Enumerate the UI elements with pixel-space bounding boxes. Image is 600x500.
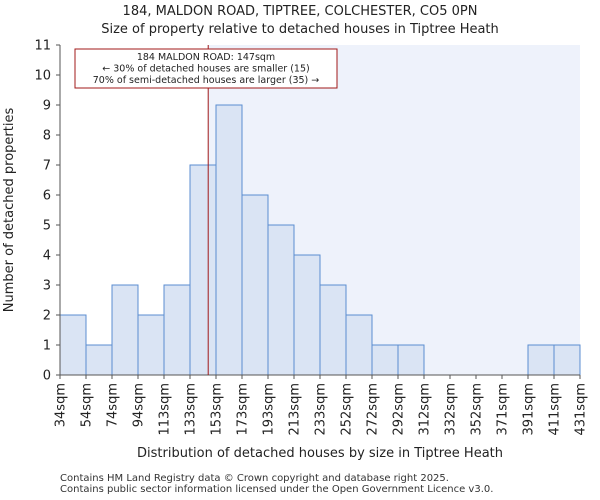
y-tick-label: 4	[43, 249, 51, 264]
chart-title-address: 184, MALDON ROAD, TIPTREE, COLCHESTER, C…	[122, 4, 478, 19]
y-axis-title: Number of detached properties	[2, 108, 17, 313]
histogram-bar	[267, 224, 295, 376]
x-tick-label: 173sqm	[236, 383, 251, 436]
x-tick-label: 371sqm	[496, 383, 511, 436]
x-tick-label: 411sqm	[548, 383, 563, 436]
x-tick-label: 54sqm	[80, 383, 95, 427]
histogram-bar	[163, 284, 191, 376]
x-tick-label: 213sqm	[288, 383, 303, 436]
histogram-bar	[241, 194, 269, 376]
x-tick-label: 391sqm	[522, 383, 537, 436]
histogram-bar	[293, 254, 321, 376]
x-tick-label: 292sqm	[392, 383, 407, 436]
x-tick-label: 272sqm	[366, 383, 381, 436]
x-tick-label: 153sqm	[210, 383, 225, 436]
histogram-bar	[397, 344, 425, 376]
histogram-bar	[111, 284, 139, 376]
y-tick-label: 5	[43, 219, 51, 234]
histogram-bar	[319, 284, 347, 376]
histogram-bar	[137, 314, 165, 376]
x-tick-label: 193sqm	[262, 383, 277, 436]
x-tick-label: 113sqm	[158, 383, 173, 436]
x-tick-label: 252sqm	[340, 383, 355, 436]
histogram-bar	[85, 344, 113, 376]
x-axis-title: Distribution of detached houses by size …	[137, 446, 503, 461]
x-tick-label: 431sqm	[574, 383, 589, 436]
x-tick-label: 34sqm	[54, 383, 69, 427]
y-tick-label: 2	[43, 309, 51, 324]
histogram-bar	[189, 164, 217, 376]
y-tick-label: 9	[43, 99, 51, 114]
histogram-bar	[371, 344, 399, 376]
y-tick-label: 0	[43, 369, 51, 384]
y-tick-label: 7	[43, 159, 51, 174]
histogram-bar	[527, 344, 555, 376]
footer-copyright: Contains HM Land Registry data © Crown c…	[60, 473, 449, 484]
footer-licence: Contains public sector information licen…	[60, 484, 494, 495]
x-tick-label: 352sqm	[470, 383, 485, 436]
annotation-smaller-text: ← 30% of detached houses are smaller (15…	[102, 64, 309, 75]
x-tick-label: 74sqm	[106, 383, 121, 427]
annotation-box	[74, 48, 338, 89]
annotation-property-size: 184 MALDON ROAD: 147sqm	[137, 52, 275, 63]
annotation-larger-text: 70% of semi-detached houses are larger (…	[93, 75, 320, 86]
y-tick-label: 8	[43, 129, 51, 144]
x-tick-label: 233sqm	[314, 383, 329, 436]
y-tick-label: 10	[34, 69, 51, 84]
histogram-bar	[345, 314, 373, 376]
x-tick-label: 94sqm	[132, 383, 147, 427]
x-tick-label: 312sqm	[418, 383, 433, 436]
y-tick-label: 3	[43, 279, 51, 294]
y-tick-label: 6	[43, 189, 51, 204]
y-tick-label: 1	[43, 339, 51, 354]
x-tick-label: 133sqm	[184, 383, 199, 436]
y-tick-label: 11	[34, 39, 51, 54]
histogram-bar	[59, 314, 87, 376]
x-tick-label: 332sqm	[444, 383, 459, 436]
histogram-bar	[215, 104, 243, 376]
chart-title-subtitle: Size of property relative to detached ho…	[101, 22, 499, 37]
histogram-bar	[553, 344, 581, 376]
